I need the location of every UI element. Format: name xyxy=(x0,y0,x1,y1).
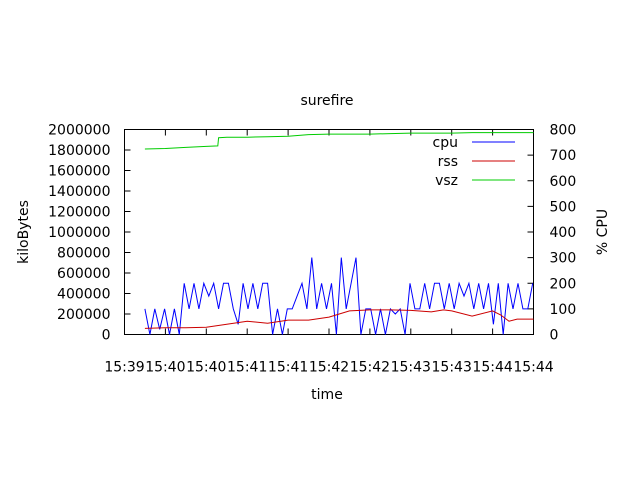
y2-tick-label: 700 xyxy=(550,148,577,164)
y2-axis-label: % CPU xyxy=(595,209,611,255)
x-tick-label: 15:40 xyxy=(186,360,226,376)
y2-tick-label: 100 xyxy=(550,302,577,318)
y-tick-label: 400000 xyxy=(57,287,110,303)
x-tick-label: 15:43 xyxy=(391,360,431,376)
x-axis-label: time xyxy=(311,387,343,403)
y-tick-label: 1000000 xyxy=(48,225,110,241)
y2-tick-label: 0 xyxy=(550,328,559,344)
y2-tick-label: 200 xyxy=(550,276,577,292)
legend: cpu rss vsz xyxy=(433,135,515,189)
y2-tick-label: 800 xyxy=(550,123,577,139)
y-tick-label: 1400000 xyxy=(48,184,110,200)
y-tick-label: 1200000 xyxy=(48,205,110,221)
y-tick-label: 1800000 xyxy=(48,143,110,159)
x-tick-label: 15:40 xyxy=(145,360,185,376)
y-tick-label: 800000 xyxy=(57,246,110,262)
y2-tick-label: 300 xyxy=(550,251,577,267)
y-tick-label: 2000000 xyxy=(48,123,110,139)
y-axis-ticks: 0 200000 400000 600000 800000 1000000 1200000 1… xyxy=(48,123,131,344)
series-line-rss xyxy=(144,309,534,329)
legend-label-vsz: vsz xyxy=(435,173,458,189)
y-axis-label: kiloBytes xyxy=(16,200,32,264)
x-tick-label: 15:44 xyxy=(513,360,553,376)
legend-label-cpu: cpu xyxy=(433,135,458,151)
x-axis-ticks: 15:39 15:40 15:40 15:41 15:41 15:42 15:42 15:43… xyxy=(104,129,554,376)
y2-tick-label: 400 xyxy=(550,225,577,241)
series-line-cpu xyxy=(144,257,534,335)
x-tick-label: 15:42 xyxy=(350,360,390,376)
series-line-vsz xyxy=(144,132,534,150)
series-lines xyxy=(144,132,534,335)
x-tick-label: 15:41 xyxy=(268,360,308,376)
y-tick-label: 600000 xyxy=(57,266,110,282)
x-tick-label: 15:39 xyxy=(104,360,144,376)
y2-tick-label: 600 xyxy=(550,174,577,190)
x-tick-label: 15:43 xyxy=(432,360,472,376)
y2-tick-label: 500 xyxy=(550,199,577,215)
y-tick-label: 200000 xyxy=(57,307,110,323)
legend-label-rss: rss xyxy=(438,154,458,170)
y-tick-label: 0 xyxy=(102,328,111,344)
y2-axis-ticks: 0 100 200 300 400 500 600 700 800 xyxy=(527,123,577,344)
x-tick-label: 15:41 xyxy=(227,360,267,376)
chart-title: surefire xyxy=(300,93,353,109)
x-tick-label: 15:44 xyxy=(472,360,512,376)
x-tick-label: 15:42 xyxy=(309,360,349,376)
y-tick-label: 1600000 xyxy=(48,164,110,180)
